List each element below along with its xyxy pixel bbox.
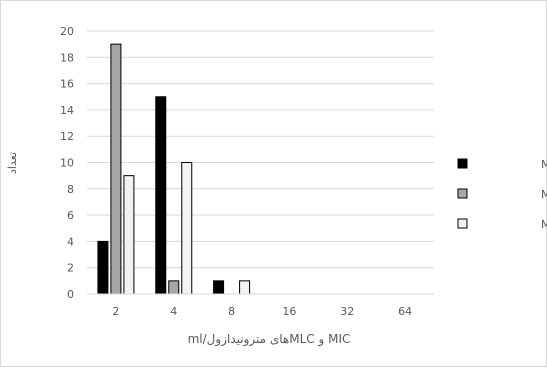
x-tick-label: 64 <box>398 305 412 318</box>
bar <box>181 162 193 295</box>
bars <box>97 43 251 295</box>
legend: MIC هوازی MIC بی هوازی MLC هوازی <box>457 158 547 231</box>
y-axis-title: تعداد <box>6 152 19 174</box>
y-tick-label: 20 <box>60 25 74 38</box>
x-tick-label: 8 <box>228 305 235 318</box>
y-tick-label: 8 <box>67 183 74 196</box>
x-tick-label: 16 <box>282 305 296 318</box>
bar <box>110 43 122 295</box>
x-tick-labels: 2 4 8 16 32 64 <box>112 305 412 318</box>
y-tick-label: 18 <box>60 51 74 64</box>
y-tick-label: 16 <box>60 78 74 91</box>
y-tick-label: 14 <box>60 104 74 117</box>
bar <box>239 280 251 295</box>
legend-label: MIC هوازی <box>541 158 547 171</box>
x-tick-label: 2 <box>112 305 119 318</box>
bar <box>97 240 109 295</box>
bar <box>213 280 225 295</box>
y-tick-labels: 0 2 4 6 8 10 12 14 16 18 20 <box>60 25 74 301</box>
bar <box>168 280 180 295</box>
y-tick-label: 10 <box>60 157 74 170</box>
gridlines <box>87 30 434 269</box>
x-tick-label: 32 <box>340 305 354 318</box>
y-tick-label: 4 <box>67 235 74 248</box>
bar <box>155 96 167 295</box>
legend-label: MIC بی هوازی <box>541 188 547 201</box>
legend-swatch <box>457 218 468 229</box>
legend-swatch <box>457 188 468 199</box>
y-tick-label: 0 <box>67 288 74 301</box>
y-tick-label: 12 <box>60 130 74 143</box>
x-tick-label: 4 <box>170 305 177 318</box>
y-tick-label: 6 <box>67 209 74 222</box>
bar <box>123 175 135 295</box>
y-tick-label: 2 <box>67 262 74 275</box>
legend-swatch <box>457 158 468 169</box>
legend-label: MLC هوازی <box>541 218 547 231</box>
x-axis-title: MIC و MLCهای مترونیدازول/ml <box>188 332 351 347</box>
